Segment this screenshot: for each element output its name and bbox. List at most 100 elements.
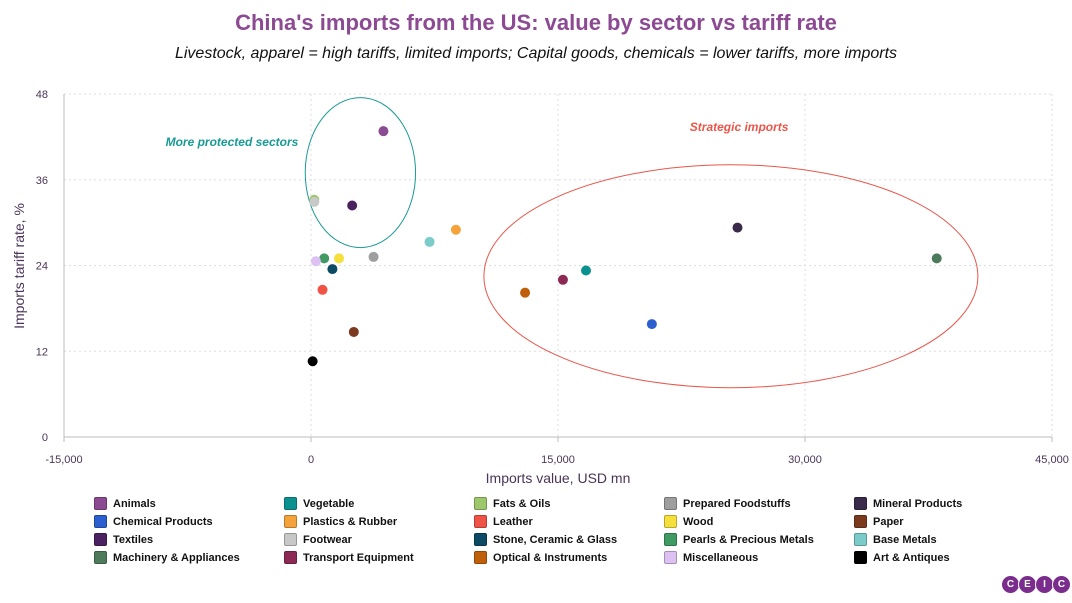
legend-swatch — [94, 533, 107, 546]
legend-label: Optical & Instruments — [493, 551, 608, 564]
legend: Animals Vegetable Fats & Oils Prepared Food… — [94, 497, 1054, 569]
legend-item[interactable]: Prepared Foodstuffs — [664, 497, 791, 510]
data-point[interactable] — [317, 284, 328, 295]
data-point[interactable] — [732, 222, 743, 233]
legend-item[interactable]: Mineral Products — [854, 497, 962, 510]
tick-labels: -15,000 0 15,000 30,000 45,000 0 12 24 36 48 — [36, 89, 1069, 466]
legend-label: Leather — [493, 515, 533, 528]
legend-label: Miscellaneous — [683, 551, 759, 564]
legend-swatch — [94, 551, 107, 564]
legend-swatch — [474, 551, 487, 564]
legend-swatch — [284, 515, 297, 528]
data-point[interactable] — [307, 356, 318, 367]
y-tick-label: 36 — [36, 175, 48, 187]
legend-label: Plastics & Rubber — [303, 515, 398, 528]
legend-label: Mineral Products — [873, 497, 963, 510]
y-axis-label: Imports tariff rate, % — [11, 203, 27, 329]
legend-item[interactable]: Plastics & Rubber — [284, 515, 397, 528]
data-point[interactable] — [348, 326, 359, 337]
legend-label: Prepared Foodstuffs — [683, 497, 791, 510]
legend-label: Machinery & Appliances — [113, 551, 240, 564]
legend-item[interactable]: Miscellaneous — [664, 551, 758, 564]
legend-item[interactable]: Machinery & Appliances — [94, 551, 240, 564]
legend-item[interactable]: Vegetable — [284, 497, 354, 510]
legend-swatch — [94, 497, 107, 510]
data-point[interactable] — [333, 253, 344, 264]
annotation-label: More protected sectors — [166, 135, 299, 149]
legend-label: Chemical Products — [113, 515, 213, 528]
legend-swatch — [284, 497, 297, 510]
legend-label: Art & Antiques — [873, 551, 950, 564]
legend-item[interactable]: Art & Antiques — [854, 551, 950, 564]
legend-item[interactable]: Wood — [664, 515, 713, 528]
data-point[interactable] — [424, 236, 435, 247]
legend-label: Pearls & Precious Metals — [683, 533, 814, 546]
data-point[interactable] — [319, 253, 330, 264]
legend-swatch — [854, 533, 867, 546]
legend-item[interactable]: Leather — [474, 515, 533, 528]
logo-letter: C — [1052, 575, 1071, 594]
legend-swatch — [664, 533, 677, 546]
legend-item[interactable]: Fats & Oils — [474, 497, 550, 510]
grid — [64, 93, 1053, 437]
data-point[interactable] — [378, 126, 389, 137]
legend-label: Fats & Oils — [493, 497, 551, 510]
legend-label: Base Metals — [873, 533, 937, 546]
data-point[interactable] — [646, 319, 657, 330]
data-point[interactable] — [931, 253, 942, 264]
legend-item[interactable]: Textiles — [94, 533, 153, 546]
legend-item[interactable]: Chemical Products — [94, 515, 213, 528]
data-point[interactable] — [309, 196, 320, 207]
x-tick-label: 15,000 — [541, 454, 575, 466]
legend-item[interactable]: Transport Equipment — [284, 551, 414, 564]
legend-swatch — [664, 551, 677, 564]
legend-swatch — [664, 497, 677, 510]
highlight-ellipse — [483, 164, 979, 389]
y-tick-label: 0 — [42, 432, 48, 444]
legend-item[interactable]: Footwear — [284, 533, 352, 546]
legend-swatch — [854, 551, 867, 564]
legend-label: Wood — [683, 515, 714, 528]
legend-item[interactable]: Paper — [854, 515, 904, 528]
legend-label: Textiles — [113, 533, 154, 546]
data-point[interactable] — [368, 251, 379, 262]
legend-swatch — [474, 497, 487, 510]
legend-swatch — [94, 515, 107, 528]
y-tick-label: 24 — [36, 261, 48, 273]
data-point[interactable] — [310, 256, 321, 267]
legend-item[interactable]: Animals — [94, 497, 156, 510]
legend-label: Paper — [873, 515, 904, 528]
y-tick-label: 48 — [36, 89, 48, 101]
legend-item[interactable]: Base Metals — [854, 533, 937, 546]
annotations: More protected sectors Strategic imports — [166, 120, 789, 149]
legend-swatch — [854, 497, 867, 510]
data-points — [307, 126, 942, 367]
legend-item[interactable]: Pearls & Precious Metals — [664, 533, 814, 546]
legend-swatch — [854, 515, 867, 528]
x-axis-label: Imports value, USD mn — [486, 470, 631, 486]
data-point[interactable] — [557, 274, 568, 285]
legend-label: Footwear — [303, 533, 352, 546]
data-point[interactable] — [450, 224, 461, 235]
legend-swatch — [664, 515, 677, 528]
data-point[interactable] — [327, 264, 338, 275]
x-tick-label: -15,000 — [45, 454, 82, 466]
chart-title: China's imports from the US: value by se… — [235, 10, 837, 35]
legend-item[interactable]: Stone, Ceramic & Glass — [474, 533, 617, 546]
data-point[interactable] — [580, 265, 591, 276]
data-point[interactable] — [347, 200, 358, 211]
chart-subtitle: Livestock, apparel = high tariffs, limit… — [174, 45, 898, 62]
legend-swatch — [284, 533, 297, 546]
legend-label: Animals — [113, 497, 156, 510]
legend-label: Stone, Ceramic & Glass — [493, 533, 618, 546]
legend-swatch — [474, 533, 487, 546]
x-tick-label: 45,000 — [1035, 454, 1069, 466]
legend-label: Vegetable — [303, 497, 355, 510]
y-tick-label: 12 — [36, 346, 48, 358]
ceic-logo: C E I C — [1001, 575, 1071, 594]
legend-item[interactable]: Optical & Instruments — [474, 551, 607, 564]
highlight-ellipses — [304, 97, 979, 389]
data-point[interactable] — [520, 287, 531, 298]
highlight-ellipse — [304, 97, 417, 249]
